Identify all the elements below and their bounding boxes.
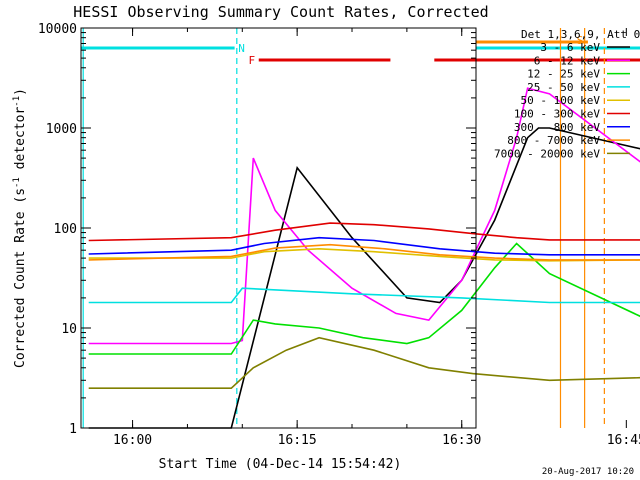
chart-title: HESSI Observing Summary Count Rates, Cor… xyxy=(73,3,488,21)
legend-entry-label: 7000 - 20000 keV xyxy=(494,147,600,160)
legend-entry-label: 12 - 25 keV xyxy=(527,68,600,81)
y-axis-ticks: 1 10 100 1000 10000 xyxy=(38,22,476,437)
series-line xyxy=(88,236,640,256)
legend-entry-label: 50 - 100 keV xyxy=(521,94,601,107)
legend-entry-label: 300 - 800 keV xyxy=(514,121,600,134)
flag-bars: NF S xyxy=(81,34,640,67)
series-line xyxy=(88,87,640,345)
legend-entry-label: 3 - 6 keV xyxy=(540,41,600,54)
series-line xyxy=(88,127,640,429)
y-tick-label: 10000 xyxy=(38,22,77,37)
x-tick-label: 16:15 xyxy=(278,433,317,448)
series-line xyxy=(88,222,640,242)
series-line xyxy=(88,247,640,262)
y-tick-label: 100 xyxy=(54,222,77,237)
y-axis-label-mid: detector xyxy=(13,107,28,178)
y-axis-label-end: ) xyxy=(13,88,28,96)
y-axis-label-sup2: -1 xyxy=(12,96,22,107)
y-tick-label: 10 xyxy=(61,322,77,337)
y-axis-label: Corrected Count Rate (s-1 detector-1) xyxy=(12,88,28,368)
x-tick-label: 16:45 xyxy=(607,433,640,448)
legend-entry-label: 6 - 12 keV xyxy=(534,54,601,67)
flag-label-s: S xyxy=(577,34,584,47)
y-axis-label-sup1: -1 xyxy=(12,177,22,188)
x-axis-label: Start Time (04-Dec-14 15:54:42) xyxy=(159,457,402,472)
series-line xyxy=(88,243,640,261)
legend-header: Det 1,3,6,9, Att 0 xyxy=(521,28,640,41)
event-lines xyxy=(82,28,605,428)
flag-label-f: F xyxy=(248,54,255,67)
legend-entry-label: 800 - 7000 keV xyxy=(507,134,600,147)
y-axis-label-main: Corrected Count Rate (s xyxy=(13,188,28,368)
series-line xyxy=(88,336,640,390)
x-tick-label: 16:30 xyxy=(442,433,481,448)
series-lines xyxy=(88,87,640,429)
x-tick-label: 16:00 xyxy=(113,433,152,448)
y-tick-label: 1000 xyxy=(46,122,77,137)
plot-timestamp: 20-Aug-2017 10:20 xyxy=(542,467,634,477)
legend-entry-label: 100 - 300 keV xyxy=(514,108,600,121)
flag-label-n: N xyxy=(238,42,245,55)
legend-entry-label: 25 - 50 keV xyxy=(527,81,600,94)
y-tick-label: 1 xyxy=(69,422,77,437)
series-line xyxy=(88,287,640,304)
series-line xyxy=(88,242,640,355)
